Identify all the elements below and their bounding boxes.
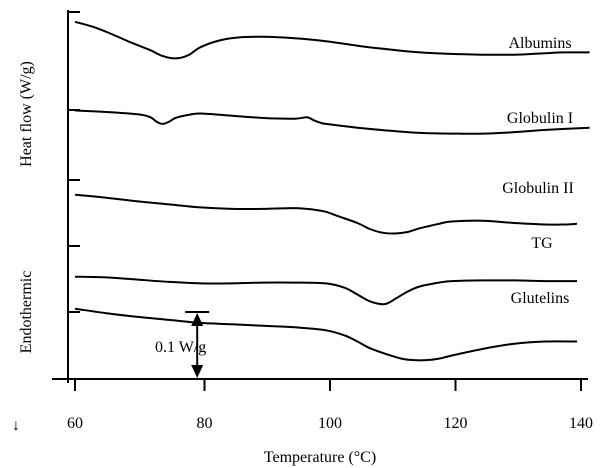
series-label: TG <box>531 235 553 252</box>
x-tick-label: 100 <box>318 415 342 432</box>
series-line-globulin-ii <box>74 193 578 235</box>
series-label: Globulin I <box>507 110 573 127</box>
x-tick-label: 140 <box>569 415 593 432</box>
series-line-albumins <box>74 20 590 60</box>
x-tick-label: 120 <box>444 415 468 432</box>
series-labels: Albumins Globulin I Globulin II TG Glutelins <box>502 35 574 307</box>
scale-bar-label: 0.1 W/g <box>155 339 206 356</box>
x-tick-label: 80 <box>197 415 213 432</box>
series-line-glutelins <box>74 307 578 362</box>
endothermic-label: Endothermic <box>18 271 35 354</box>
scale-bar: 0.1 W/g <box>155 311 210 378</box>
scale-bar-arrow-top <box>191 313 204 326</box>
series-label: Glutelins <box>511 290 570 307</box>
scale-bar-arrow-bottom <box>191 365 204 378</box>
x-ticks: 60 80 100 120 140 <box>67 379 593 432</box>
axes <box>52 10 588 383</box>
series-line-tg <box>74 275 578 306</box>
x-tick-label: 60 <box>67 415 83 432</box>
x-axis-label: Temperature (°C) <box>264 449 376 466</box>
y-axis-label: Heat flow (W/g) <box>18 61 35 167</box>
series-line-globulin-i <box>74 109 590 135</box>
series-lines <box>74 20 590 362</box>
series-label: Albumins <box>508 35 571 52</box>
series-label: Globulin II <box>502 180 574 197</box>
endotherm-arrow-glyph: ↓ <box>12 417 20 434</box>
